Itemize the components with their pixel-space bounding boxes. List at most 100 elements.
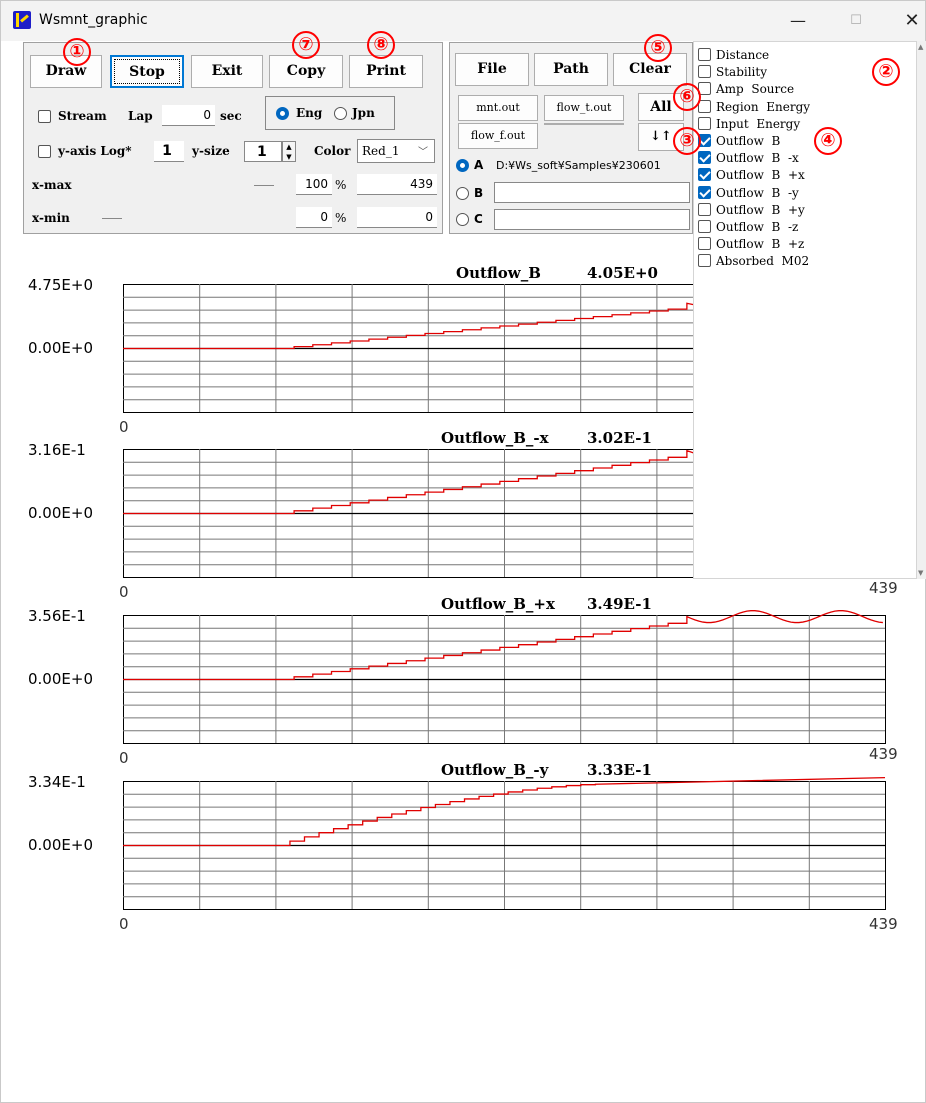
stop-button[interactable]: Stop	[110, 55, 184, 88]
chart-current-value: 3.49E-1	[587, 595, 652, 613]
checklist-checkbox[interactable]	[698, 99, 711, 113]
checklist-item[interactable]: Distance	[698, 48, 769, 62]
ylog-input[interactable]: 1	[154, 141, 184, 162]
checklist-label: Outflow B +x	[716, 168, 805, 183]
x-min-label: 0	[119, 749, 129, 767]
checklist-checkbox[interactable]	[698, 151, 711, 165]
chevron-down-icon: ﹀	[418, 147, 428, 158]
checklist-label: Outflow B -z	[716, 220, 799, 234]
clear-button[interactable]: Clear	[613, 53, 687, 86]
checklist-item[interactable]: Amp Source	[698, 82, 794, 96]
path-c-field[interactable]	[494, 209, 690, 230]
ysize-input[interactable]: 1	[244, 141, 282, 162]
copy-button[interactable]: Copy	[269, 55, 343, 88]
xmax-label: x-max	[32, 178, 72, 192]
marker-3: ③	[673, 127, 701, 155]
lap-label: Lap	[128, 109, 153, 123]
series-line	[123, 776, 886, 847]
flow-t-button[interactable]: flow_t.out	[544, 95, 624, 121]
checklist-item[interactable]: Outflow B -y	[698, 185, 799, 200]
checklist-item[interactable]: Outflow B -x	[698, 151, 799, 165]
checklist-checkbox[interactable]	[698, 48, 711, 61]
stream-checkbox[interactable]	[38, 110, 51, 123]
checklist-checkbox[interactable]	[698, 237, 711, 251]
checklist-checkbox[interactable]	[698, 254, 711, 268]
eng-label: Eng	[296, 106, 323, 120]
checklist-item[interactable]: Outflow B +x	[698, 168, 805, 182]
y-max-label: 4.75E+0	[28, 276, 93, 294]
window-title: Wsmnt_graphic	[39, 12, 148, 28]
radio-a[interactable]	[456, 159, 469, 172]
checklist-checkbox[interactable]	[698, 65, 711, 79]
checklist-label: Stability	[716, 65, 767, 80]
print-button[interactable]: Print	[349, 55, 423, 88]
checklist-item[interactable]: Region Energy	[698, 99, 811, 114]
xmin-label: x-min	[32, 211, 70, 225]
exit-button[interactable]: Exit	[191, 55, 263, 88]
chart-plot	[123, 776, 886, 910]
x-min-label: 0	[119, 583, 129, 601]
y-zero-label: 0.00E+0	[28, 339, 93, 357]
jpn-radio[interactable]	[334, 107, 347, 120]
item-checklist: Distance Stability Amp Source Region Energy…	[693, 41, 917, 579]
marker-1: ①	[63, 38, 91, 66]
checklist-checkbox[interactable]	[698, 202, 711, 216]
radio-c[interactable]	[456, 213, 469, 226]
eng-radio[interactable]	[276, 107, 289, 120]
checklist-checkbox[interactable]	[698, 168, 711, 182]
checklist-label: Outflow B -y	[716, 185, 799, 200]
xmax-value-input[interactable]: 439	[357, 174, 437, 195]
checklist-item[interactable]: Outflow B	[698, 134, 780, 148]
marker-7: ⑦	[292, 31, 320, 59]
checklist-label: Outflow B	[716, 134, 781, 148]
jpn-label: Jpn	[352, 106, 375, 120]
close-icon[interactable]: ✕	[904, 10, 920, 31]
ylog-checkbox[interactable]	[38, 145, 51, 158]
checklist-item[interactable]: Outflow B +y	[698, 202, 805, 217]
xmin-pct-input[interactable]: 0	[296, 207, 332, 228]
xmin-slider[interactable]	[102, 218, 122, 219]
checklist-item[interactable]: Outflow B -z	[698, 220, 798, 234]
minimize-icon[interactable]: —	[790, 11, 806, 30]
y-max-label: 3.56E-1	[28, 607, 86, 625]
marker-5: ⑤	[644, 34, 672, 62]
path-a-field[interactable]: D:¥Ws_soft¥Samples¥230601	[496, 159, 661, 172]
ysize-spinner[interactable]: ▲ ▼	[282, 141, 296, 162]
xmin-value-input[interactable]: 0	[357, 207, 437, 228]
series-line	[123, 610, 883, 681]
checklist-item[interactable]: Stability	[698, 65, 767, 79]
checklist-checkbox[interactable]	[698, 116, 711, 130]
checklist-checkbox[interactable]	[698, 220, 711, 233]
mnt-button[interactable]: mnt.out	[458, 95, 538, 121]
file-button[interactable]: File	[455, 53, 529, 86]
chart-current-value: 3.02E-1	[587, 429, 652, 447]
checklist-item[interactable]: Absorbed M02	[698, 254, 809, 268]
xmax-pct-input[interactable]: 100	[296, 174, 332, 195]
lap-input[interactable]: 0	[162, 105, 215, 126]
xmax-slider[interactable]	[254, 185, 274, 186]
control-panel: Draw Stop Exit Copy Print Stream Lap 0 s…	[23, 42, 443, 234]
chart-title: Outflow_B_-x	[441, 429, 549, 447]
all-button[interactable]: All	[638, 93, 684, 121]
checklist-label: Input Energy	[716, 116, 801, 131]
path-button[interactable]: Path	[534, 53, 608, 86]
checklist-label: Outflow B +z	[716, 237, 805, 252]
color-select[interactable]: Red_1 ﹀	[357, 139, 435, 163]
empty-file-button[interactable]	[544, 123, 624, 125]
chart-current-value: 3.33E-1	[587, 761, 652, 779]
checklist-label: Region Energy	[716, 99, 811, 114]
language-group: Eng Jpn	[265, 96, 395, 130]
checklist-checkbox[interactable]	[698, 185, 711, 199]
checklist-item[interactable]: Outflow B +z	[698, 237, 804, 251]
path-b-field[interactable]	[494, 182, 690, 203]
chart-title: Outflow_B_+x	[441, 595, 555, 613]
radio-b[interactable]	[456, 187, 469, 200]
checklist-item[interactable]: Input Energy	[698, 116, 801, 131]
y-max-label: 3.34E-1	[28, 773, 86, 791]
maximize-icon[interactable]: ☐	[850, 13, 862, 28]
chart-title: Outflow_B	[456, 264, 541, 282]
flow-f-button[interactable]: flow_f.out	[458, 123, 538, 149]
x-max-label: 439	[869, 579, 898, 597]
checklist-scrollbar[interactable]: ▲ ▼	[917, 41, 926, 579]
